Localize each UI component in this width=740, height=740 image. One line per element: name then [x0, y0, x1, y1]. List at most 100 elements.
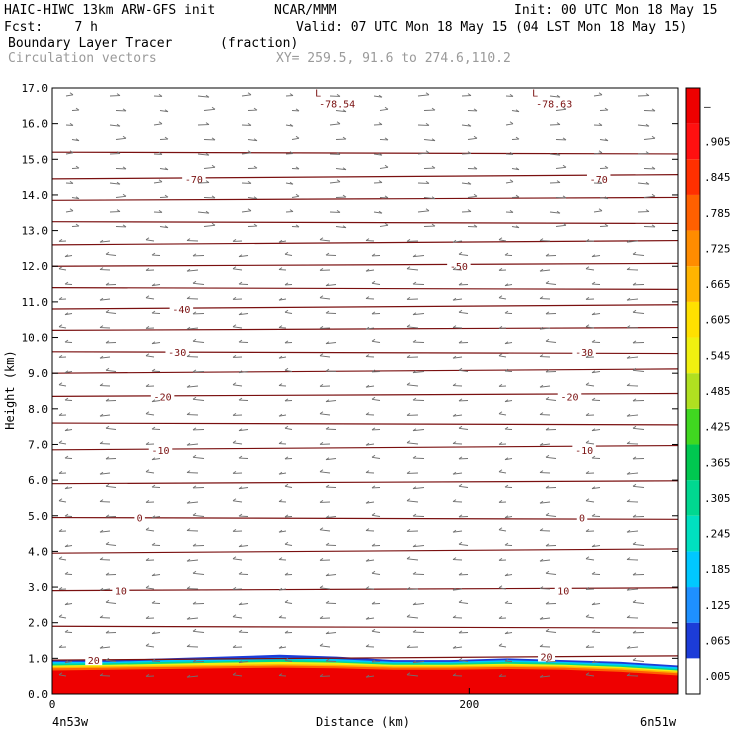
vector-arrow-head — [504, 457, 509, 461]
vector-arrow-head — [365, 296, 370, 299]
vector-arrow-head — [406, 672, 411, 676]
vector-arrow — [153, 181, 163, 184]
vector-arrow-head — [452, 325, 457, 328]
vector-arrow-head — [278, 615, 283, 618]
vector-arrow-head — [105, 630, 110, 634]
vector-arrow — [151, 400, 161, 403]
vector-arrow-head — [452, 355, 457, 359]
vector-arrow-head — [325, 484, 330, 488]
contour-label: -78.54 — [319, 100, 355, 111]
colorbar-swatch — [686, 444, 700, 481]
vector-arrow — [461, 182, 472, 185]
vector-arrow-head — [626, 267, 631, 270]
vector-arrow-head — [585, 355, 590, 358]
vector-arrow — [406, 674, 419, 677]
vector-arrow — [498, 645, 507, 648]
vector-arrow-head — [498, 527, 503, 531]
vector-arrow-head — [473, 193, 478, 197]
vector-arrow-head — [545, 369, 550, 373]
vector-arrow-head — [515, 225, 520, 229]
vector-arrow — [145, 355, 155, 358]
vector-arrow-head — [539, 586, 544, 589]
vector-arrow — [192, 572, 205, 575]
vector-arrow-head — [585, 297, 590, 300]
vector-arrow — [99, 472, 111, 475]
vector-arrow-head — [145, 237, 150, 241]
vector-arrow-head — [591, 339, 596, 343]
vector-arrow — [192, 282, 205, 285]
contour-label: -70 — [590, 175, 608, 186]
vector-arrow-head — [651, 108, 656, 112]
vector-arrow-head — [319, 353, 324, 357]
vector-arrow — [99, 240, 111, 243]
vector-arrow-head — [342, 136, 347, 140]
vector-arrow-head — [186, 644, 191, 647]
vector-arrow-head — [365, 268, 370, 272]
vector-arrow-head — [105, 282, 110, 286]
valid-time: Valid: 07 UTC Mon 18 May 15 (04 LST Mon … — [296, 20, 688, 35]
vector-arrow-head — [545, 485, 550, 489]
vector-arrow-head — [585, 382, 590, 386]
vector-arrow-head — [58, 587, 63, 590]
vector-arrow — [145, 587, 155, 590]
vector-arrow — [412, 545, 425, 548]
vector-arrow-head — [598, 92, 603, 96]
vector-arrow-head — [69, 150, 74, 154]
vector-arrow — [452, 298, 463, 301]
vector-arrow-head — [232, 672, 237, 676]
tracer-field — [52, 654, 678, 694]
vector-arrow — [64, 255, 73, 258]
contour-label: -20 — [560, 392, 578, 403]
vector-arrow-head — [452, 645, 457, 649]
vector-arrow-head — [192, 454, 197, 458]
vector-arrow-head — [238, 629, 243, 633]
vector-arrow-head — [58, 498, 63, 502]
vector-arrow — [232, 384, 243, 387]
vector-arrow-head — [406, 645, 411, 648]
vector-arrow-head — [151, 310, 156, 314]
vector-arrow-head — [371, 601, 376, 605]
vector-arrow — [467, 195, 478, 198]
vector-arrow-head — [105, 483, 110, 487]
vector-arrow-head — [645, 151, 650, 154]
vector-arrow — [186, 327, 199, 330]
vector-arrow-head — [365, 528, 370, 531]
vector-arrow-head — [452, 239, 457, 243]
vector-arrow-head — [406, 266, 411, 270]
vector-arrow-head — [498, 268, 503, 271]
vector-arrow — [238, 545, 249, 548]
vector-arrow — [373, 153, 383, 156]
vector-arrow — [498, 355, 507, 358]
contour-line — [51, 326, 679, 331]
vector-arrow — [192, 340, 205, 343]
vector-arrow-head — [64, 281, 69, 285]
vector-arrow-head — [632, 340, 637, 344]
vector-arrow-head — [145, 500, 150, 503]
temperature-contours: L-78.54L-78.63-70 -70-50-40-30 -30-20 -20-1… — [51, 89, 679, 667]
vector-arrow-head — [295, 224, 300, 228]
vector-arrow-head — [626, 673, 631, 676]
vector-arrow — [632, 427, 645, 430]
vector-arrow — [545, 282, 557, 285]
vector-arrow-head — [278, 499, 283, 502]
vector-arrow-head — [452, 441, 457, 444]
vector-arrow — [555, 166, 567, 169]
vector-arrow — [626, 298, 639, 301]
vector-arrow — [591, 429, 601, 432]
vector-arrow-head — [591, 602, 596, 606]
vector-arrow-head — [498, 442, 503, 445]
vector-arrow-head — [238, 397, 243, 401]
y-tick-label: 2.0 — [28, 617, 48, 630]
vector-arrow-head — [192, 369, 197, 373]
contour-line — [51, 587, 679, 592]
colorbar-label: .005 — [704, 670, 731, 683]
vector-arrow-head — [406, 440, 411, 444]
vector-arrow-head — [253, 196, 258, 200]
vector-arrow-head — [238, 254, 243, 258]
vector-arrow-head — [145, 268, 150, 271]
y-tick-label: 12.0 — [22, 260, 49, 273]
vector-arrow-head — [562, 137, 567, 141]
vector-arrow — [232, 616, 243, 619]
vector-arrow-head — [556, 210, 561, 214]
vector-arrow-head — [406, 297, 411, 300]
